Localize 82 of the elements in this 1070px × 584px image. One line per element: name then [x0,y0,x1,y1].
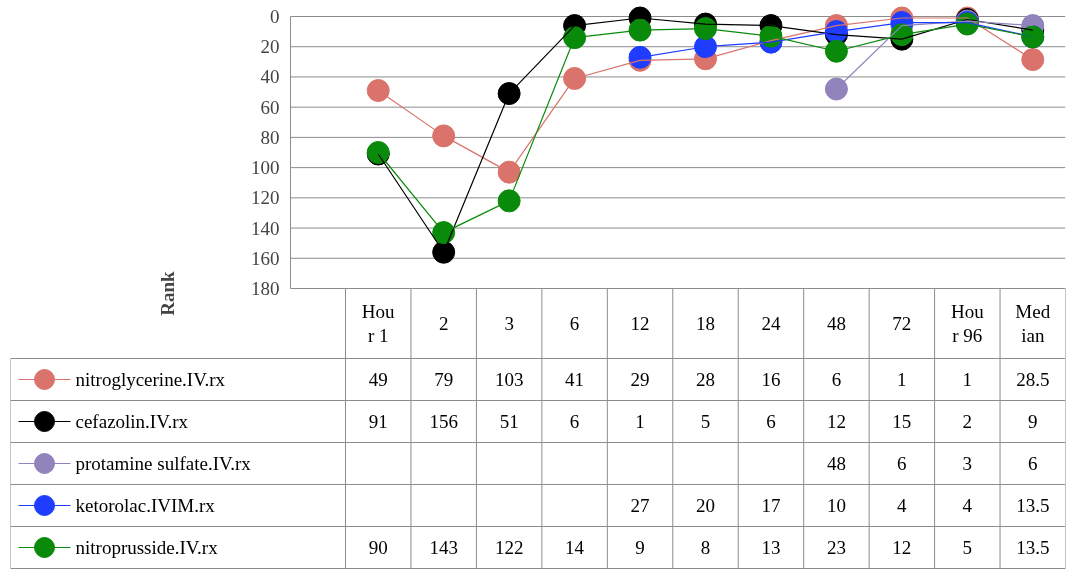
data-label: 28 [696,369,715,390]
point [824,77,848,101]
data-label: 28.5 [1016,369,1050,390]
y-tick-label: 40 [260,66,280,88]
data-label: 2 [962,411,973,432]
data-label: 3 [962,453,973,474]
data-label: 6 [569,411,580,432]
x-tick-label: 48 [826,313,846,334]
data-label: 8 [700,537,711,558]
data-label: 12 [826,411,846,432]
data-label: 90 [368,537,388,558]
x-tick-label: 72 [892,313,912,334]
point [563,66,587,90]
legend-label: nitroglycerine.IV.rx [75,369,226,390]
data-label: 41 [565,369,585,390]
data-label: 1 [962,369,973,390]
data-label: 17 [761,495,781,516]
data-label: 122 [494,537,524,558]
y-tick-label: 0 [270,6,280,27]
x-tick-label: Hour 1 [361,301,396,346]
x-tick-label: 24 [761,313,781,334]
y-tick-label: 80 [260,126,280,148]
data-label: 6 [831,369,842,390]
data-label: 20 [696,495,715,516]
point [563,26,587,50]
data-label: 143 [429,537,458,558]
y-tick-label: 160 [251,247,280,269]
data-label: 10 [826,495,846,516]
point [497,160,521,184]
data-label: 9 [1028,411,1038,432]
y-tick-label: 20 [260,36,280,58]
y-tick-label: 100 [251,157,280,179]
point [1021,48,1045,72]
point [694,17,717,41]
point [628,18,652,42]
data-label: 12 [892,537,912,558]
data-label: 6 [1028,453,1038,474]
point [497,82,521,106]
legend-label: protamine sulfate.IV.rx [75,453,252,474]
data-label: 5 [962,537,973,558]
data-label: 13 [761,537,781,558]
data-label: 27 [630,495,650,516]
data-label: 16 [761,369,781,390]
x-tick-label: Hour 96 [950,301,985,346]
data-label: 15 [892,411,912,432]
data-label: 14 [565,537,585,558]
y-tick-label: 120 [251,187,280,209]
legend-label: ketorolac.IVIM.rx [75,495,216,516]
data-label: 51 [499,411,519,432]
data-label: 6 [766,411,776,432]
point [432,124,456,148]
data-label: 4 [897,495,908,516]
data-label: 1 [635,411,645,432]
data-label: 156 [429,411,458,432]
data-label: 48 [826,453,846,474]
data-label: 49 [368,369,388,390]
point [366,79,390,103]
y-tick-label: 60 [260,96,280,118]
data-label: 9 [635,537,645,558]
x-tick-label: 6 [569,313,580,334]
data-label: 91 [368,411,388,432]
legend-label: nitroprusside.IV.rx [75,537,219,558]
y-axis-title: Rank [157,270,178,316]
data-label: 29 [630,369,650,390]
data-label: 13.5 [1016,495,1050,516]
y-tick-label: 180 [251,278,280,299]
data-label: 79 [434,369,454,390]
data-label: 6 [897,453,907,474]
data-label: 23 [826,537,846,558]
data-label: 4 [962,495,973,516]
data-label: 103 [494,369,524,390]
data-label: 13.5 [1016,537,1050,558]
x-tick-label: 18 [696,313,715,334]
x-tick-label: 2 [438,313,449,334]
legend-label: cefazolin.IV.rx [75,411,189,432]
x-tick-label: 12 [630,313,650,334]
x-tick-label: 3 [504,313,514,334]
y-tick-label: 140 [251,217,280,239]
data-label: 1 [897,369,907,390]
x-tick-label: Median [1015,301,1051,346]
point [497,189,521,213]
data-label: 5 [700,411,711,432]
